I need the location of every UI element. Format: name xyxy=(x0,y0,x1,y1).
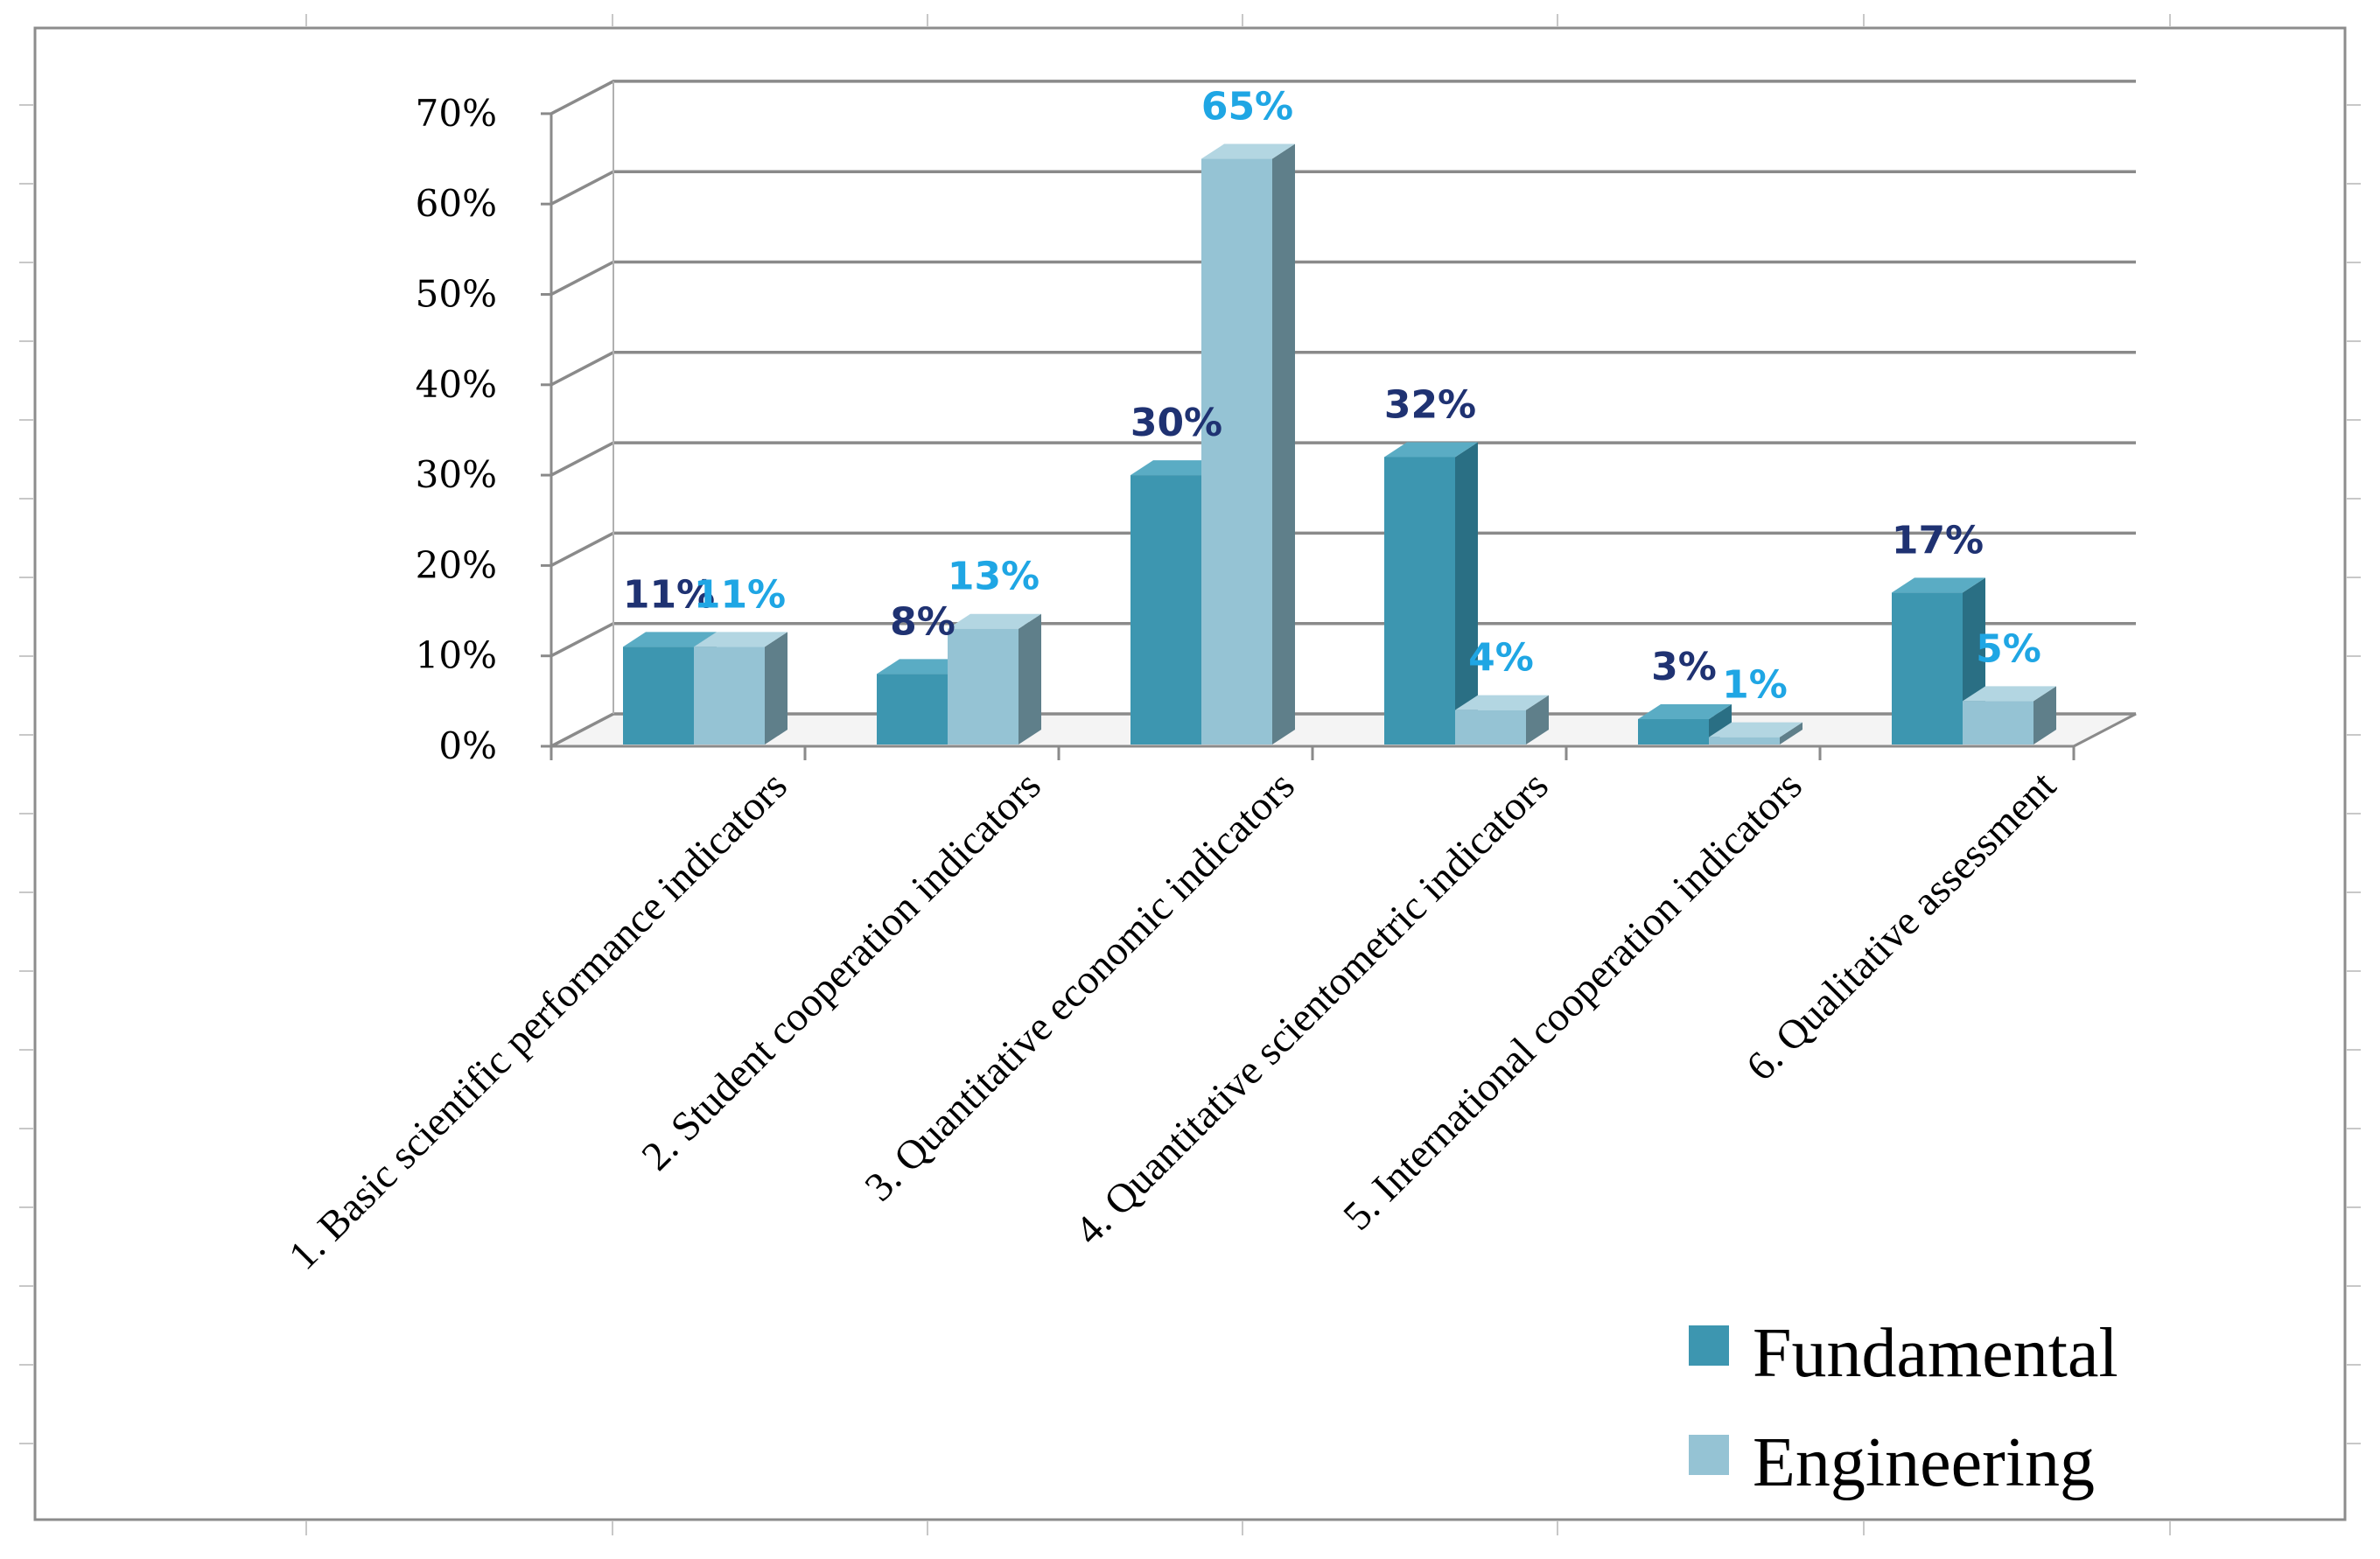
legend: Fundamental Engineering xyxy=(1689,1315,2118,1501)
y-tick-label: 20% xyxy=(416,543,497,586)
bar-series xyxy=(623,143,2056,745)
data-label-engineering: 5% xyxy=(1976,626,2041,671)
y-tick-label: 30% xyxy=(416,453,497,496)
y-tick-label: 0% xyxy=(438,724,497,767)
y-tick-label: 60% xyxy=(416,182,497,225)
data-label-fundamental: 17% xyxy=(1892,518,1984,563)
bar-engineering-side xyxy=(1780,722,1802,745)
bar-fundamental-top xyxy=(623,632,717,647)
bar-engineering-top xyxy=(1201,143,1295,159)
bar-engineering xyxy=(1201,158,1272,745)
bar-fundamental xyxy=(1384,457,1455,745)
bar-engineering xyxy=(694,647,765,745)
legend-swatch-fundamental xyxy=(1689,1325,1729,1366)
bar-engineering-top xyxy=(948,613,1041,629)
side-wall xyxy=(551,80,613,746)
y-tick-label: 40% xyxy=(416,363,497,406)
bar-fundamental-side xyxy=(1455,442,1478,745)
data-label-engineering: 13% xyxy=(948,555,1040,599)
bar-engineering-side xyxy=(1526,695,1549,745)
bar-fundamental xyxy=(877,674,948,745)
bar-fundamental xyxy=(1130,475,1201,745)
y-tick-label: 50% xyxy=(416,273,497,316)
outer-tick-marks xyxy=(19,14,2361,1535)
bar-fundamental xyxy=(1892,592,1963,745)
bar-fundamental-top xyxy=(1130,460,1224,476)
bar-fundamental-top xyxy=(1892,577,1985,593)
y-tick-label: 70% xyxy=(416,92,497,135)
axis-lines xyxy=(541,80,2137,760)
bar-fundamental-top xyxy=(877,659,970,675)
data-label-engineering: 4% xyxy=(1468,636,1534,681)
bar-engineering-top xyxy=(1963,686,2056,702)
bar-fundamental-top xyxy=(1384,442,1478,458)
bar-fundamental xyxy=(1638,719,1709,745)
legend-label-engineering: Engineering xyxy=(1753,1424,2095,1501)
bar-engineering-top xyxy=(694,632,788,647)
bar-engineering xyxy=(1709,737,1780,745)
data-label-fundamental: 32% xyxy=(1384,382,1476,427)
data-label-engineering: 65% xyxy=(1201,85,1293,129)
data-label-fundamental: 11% xyxy=(623,572,715,617)
legend-swatch-engineering xyxy=(1689,1435,1729,1475)
floor-right-edge xyxy=(2073,712,2137,748)
data-label-engineering: 11% xyxy=(694,572,786,617)
bar-engineering-top xyxy=(1709,722,1802,738)
data-label-engineering: 1% xyxy=(1722,663,1788,708)
bar-engineering xyxy=(1963,701,2034,745)
bar-fundamental xyxy=(623,647,694,745)
data-label-fundamental: 30% xyxy=(1130,401,1222,445)
legend-label-fundamental: Fundamental xyxy=(1753,1315,2118,1392)
chart-frame xyxy=(33,26,2347,1521)
bar-fundamental-top xyxy=(1638,704,1732,720)
bar-engineering xyxy=(1455,710,1526,745)
bar-engineering xyxy=(948,628,1018,745)
y-axis-tick-labels: 0% 10% 20% 30% 40% 50% 60% 70% xyxy=(416,92,497,767)
bar-engineering-side xyxy=(1272,143,1295,745)
bar-engineering-side xyxy=(765,632,788,745)
bar-engineering-top xyxy=(1455,695,1549,710)
data-label-fundamental: 8% xyxy=(890,599,956,644)
bar-engineering-side xyxy=(1018,613,1041,745)
data-label-fundamental: 3% xyxy=(1651,645,1717,689)
bar-engineering-side xyxy=(2034,686,2056,745)
data-labels: 11%11% 8%13% 30% 65% 32% 4% 3% 1% 17% 5% xyxy=(623,85,2041,708)
y-tick-label: 10% xyxy=(416,634,497,677)
